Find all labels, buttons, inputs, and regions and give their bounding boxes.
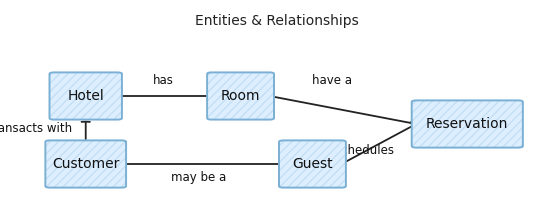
Text: Reservation: Reservation <box>426 117 508 131</box>
Text: schedules: schedules <box>336 144 394 156</box>
Text: Room: Room <box>221 89 260 103</box>
Text: has: has <box>153 73 174 86</box>
FancyBboxPatch shape <box>207 72 274 120</box>
FancyBboxPatch shape <box>279 140 346 188</box>
FancyBboxPatch shape <box>45 140 126 188</box>
Text: have a: have a <box>312 73 352 86</box>
Text: may be a: may be a <box>171 171 227 184</box>
Text: Customer: Customer <box>52 157 119 171</box>
Text: Guest: Guest <box>292 157 333 171</box>
FancyBboxPatch shape <box>411 100 523 148</box>
Text: Hotel: Hotel <box>67 89 104 103</box>
Text: transacts with: transacts with <box>0 121 72 134</box>
Text: Entities & Relationships: Entities & Relationships <box>195 14 358 28</box>
FancyBboxPatch shape <box>50 72 122 120</box>
